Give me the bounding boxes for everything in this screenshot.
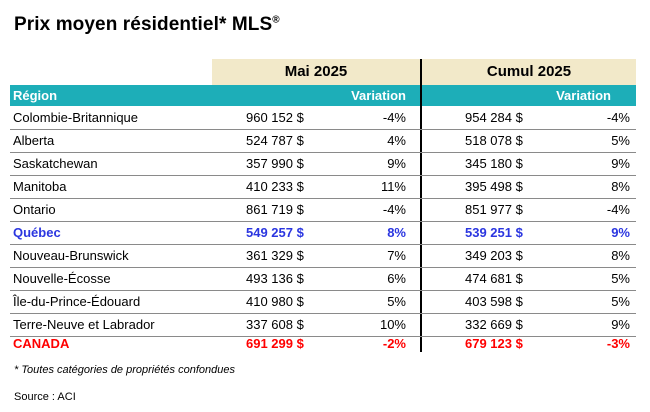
variation-cumul-cell: 5% (611, 294, 630, 309)
table-row: Colombie-Britannique 960 152 $ -4% 954 2… (10, 107, 636, 130)
table-row: Manitoba 410 233 $ 11% 395 498 $ 8% (10, 176, 636, 199)
variation-may-cell: 9% (387, 156, 406, 171)
table-row: Saskatchewan 357 990 $ 9% 345 180 $ 9% (10, 153, 636, 176)
source-note: Source : ACI (14, 391, 76, 403)
price-cumul-cell: 851 977 $ (465, 202, 523, 217)
table-row: Île-du-Prince-Édouard 410 980 $ 5% 403 5… (10, 291, 636, 314)
price-cumul-cell: 679 123 $ (465, 336, 523, 351)
price-cumul-cell: 332 669 $ (465, 317, 523, 332)
variation-cumul-cell: 9% (611, 156, 630, 171)
region-cell: Saskatchewan (13, 156, 98, 171)
price-may-cell: 861 719 $ (246, 202, 304, 217)
registered-mark: ® (272, 14, 280, 26)
price-may-cell: 361 329 $ (246, 248, 304, 263)
variation-cumul-cell: 5% (611, 271, 630, 286)
price-may-cell: 524 787 $ (246, 133, 304, 148)
period-header-may: Mai 2025 (212, 59, 420, 85)
column-header-variation-cumul: Variation (556, 88, 611, 103)
variation-cumul-cell: 5% (611, 133, 630, 148)
variation-cumul-cell: 9% (611, 317, 630, 332)
price-cumul-cell: 539 251 $ (465, 225, 523, 240)
table-row: Terre-Neuve et Labrador 337 608 $ 10% 33… (10, 314, 636, 337)
region-cell: Nouveau-Brunswick (13, 248, 129, 263)
variation-may-cell: 11% (380, 179, 406, 194)
price-cumul-cell: 403 598 $ (465, 294, 523, 309)
table-row-quebec: Québec 549 257 $ 8% 539 251 $ 9% (10, 222, 636, 245)
price-cumul-cell: 518 078 $ (465, 133, 523, 148)
variation-may-cell: 6% (387, 271, 406, 286)
table-row: Nouveau-Brunswick 361 329 $ 7% 349 203 $… (10, 245, 636, 268)
variation-cumul-cell: -4% (606, 202, 630, 217)
period-header-cumul: Cumul 2025 (422, 59, 636, 85)
footnote: * Toutes catégories de propriétés confon… (14, 364, 235, 376)
price-cumul-cell: 954 284 $ (465, 110, 523, 125)
region-cell: Île-du-Prince-Édouard (13, 294, 141, 309)
region-cell: Terre-Neuve et Labrador (13, 317, 155, 332)
price-may-cell: 337 608 $ (246, 317, 304, 332)
page-title: Prix moyen résidentiel* MLS® (14, 14, 280, 36)
table-row: Ontario 861 719 $ -4% 851 977 $ -4% (10, 199, 636, 222)
price-may-cell: 410 980 $ (246, 294, 304, 309)
period-divider (420, 59, 422, 352)
region-cell: Manitoba (13, 179, 67, 194)
variation-may-cell: -2% (382, 336, 406, 351)
table-row: Alberta 524 787 $ 4% 518 078 $ 5% (10, 130, 636, 153)
price-may-cell: 493 136 $ (246, 271, 304, 286)
variation-cumul-cell: 9% (611, 225, 630, 240)
price-may-cell: 357 990 $ (246, 156, 304, 171)
variation-may-cell: -4% (382, 110, 406, 125)
variation-may-cell: 5% (387, 294, 406, 309)
variation-may-cell: 10% (379, 317, 406, 332)
region-cell: Colombie-Britannique (13, 110, 139, 125)
column-header-row: Région Variation Variation (10, 85, 636, 106)
table-row-canada: CANADA 691 299 $ -2% 679 123 $ -3% (10, 333, 636, 355)
variation-may-cell: 8% (387, 225, 406, 240)
price-may-cell: 960 152 $ (246, 110, 304, 125)
variation-cumul-cell: 8% (611, 179, 630, 194)
region-cell: Ontario (13, 202, 56, 217)
variation-may-cell: 7% (387, 248, 406, 263)
price-cumul-cell: 395 498 $ (465, 179, 523, 194)
column-header-variation-may: Variation (351, 88, 406, 103)
price-cumul-cell: 345 180 $ (465, 156, 523, 171)
variation-cumul-cell: 8% (611, 248, 630, 263)
variation-may-cell: 4% (387, 133, 406, 148)
region-cell: CANADA (13, 336, 70, 351)
region-cell: Alberta (13, 133, 55, 148)
variation-cumul-cell: -4% (606, 110, 630, 125)
price-may-cell: 549 257 $ (246, 225, 304, 240)
price-cumul-cell: 349 203 $ (465, 248, 523, 263)
title-text: Prix moyen résidentiel* MLS (14, 14, 273, 35)
region-cell: Québec (13, 225, 61, 240)
price-cumul-cell: 474 681 $ (465, 271, 523, 286)
column-header-region: Région (13, 88, 58, 103)
price-may-cell: 410 233 $ (246, 179, 304, 194)
variation-may-cell: -4% (382, 202, 406, 217)
price-may-cell: 691 299 $ (246, 336, 304, 351)
table-row: Nouvelle-Écosse 493 136 $ 6% 474 681 $ 5… (10, 268, 636, 291)
variation-cumul-cell: -3% (606, 336, 630, 351)
region-cell: Nouvelle-Écosse (13, 271, 111, 286)
